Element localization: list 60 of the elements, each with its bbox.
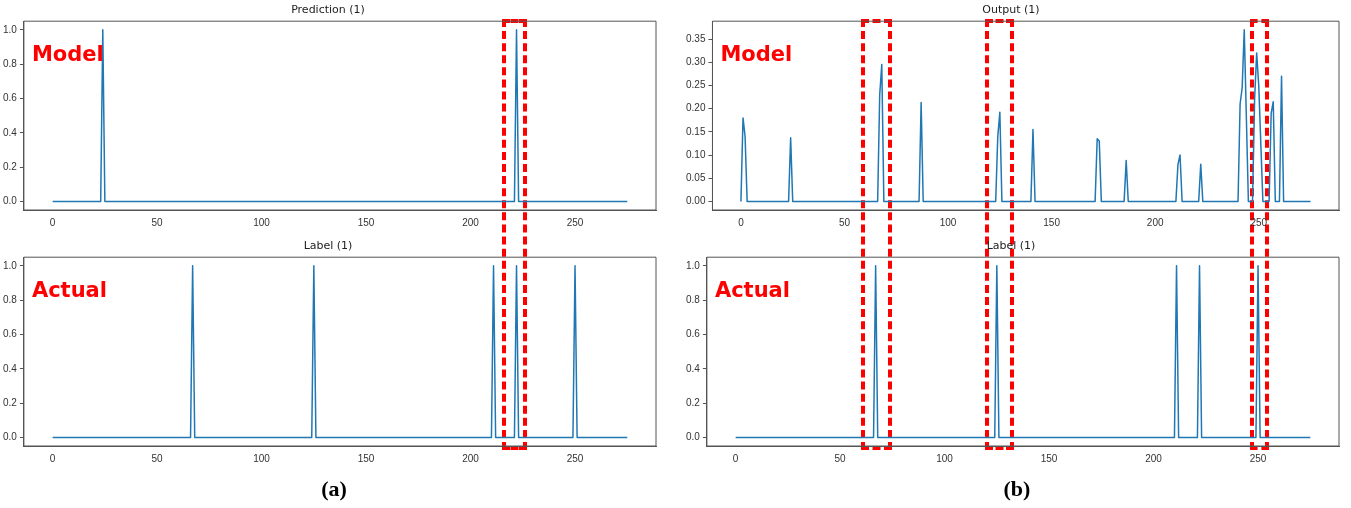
x-tick-label: 0 bbox=[49, 216, 56, 228]
x-tick-label: 150 bbox=[1040, 452, 1058, 464]
chart-title: Prediction (1) bbox=[291, 3, 365, 17]
annotation: Actual bbox=[31, 278, 107, 303]
x-tick-label: 100 bbox=[939, 216, 957, 228]
x-tick-label: 0 bbox=[49, 452, 56, 464]
x-tick-label: 250 bbox=[566, 452, 584, 464]
y-tick-label: 0.0 bbox=[686, 431, 701, 443]
x-tick-label: 200 bbox=[462, 452, 480, 464]
x-tick-label: 150 bbox=[1043, 216, 1061, 228]
x-tick-label: 100 bbox=[253, 452, 271, 464]
y-tick-label: 0.0 bbox=[3, 195, 18, 207]
y-tick-label: 0.15 bbox=[685, 125, 706, 137]
text: (a) bbox=[320, 476, 348, 502]
x-tick-label: 50 bbox=[151, 452, 164, 464]
x-tick-label: 250 bbox=[1249, 452, 1267, 464]
x-tick-label: 250 bbox=[566, 216, 584, 228]
chart-title: Label (1) bbox=[303, 239, 353, 253]
chart-title: Label (1) bbox=[986, 239, 1036, 253]
y-tick-label: 0.4 bbox=[3, 362, 18, 374]
chart-title: Output (1) bbox=[982, 3, 1040, 17]
text: (b) bbox=[1002, 476, 1032, 502]
y-tick-label: 0.8 bbox=[3, 293, 18, 305]
x-tick-label: 150 bbox=[357, 216, 375, 228]
annotation: Model bbox=[720, 42, 793, 67]
y-tick-label: 1.0 bbox=[3, 259, 18, 271]
y-tick-label: 0.0 bbox=[3, 431, 18, 443]
x-tick-label: 100 bbox=[253, 216, 271, 228]
y-tick-label: 0.30 bbox=[685, 56, 706, 67]
y-tick-label: 1.0 bbox=[686, 259, 701, 271]
x-tick-label: 200 bbox=[462, 216, 480, 228]
annotation: Actual bbox=[714, 278, 790, 303]
y-tick-label: 0.6 bbox=[3, 328, 18, 340]
y-tick-label: 0.4 bbox=[686, 362, 701, 374]
y-tick-label: 0.8 bbox=[3, 57, 18, 69]
y-tick-label: 0.05 bbox=[685, 171, 706, 183]
y-tick-label: 0.10 bbox=[685, 148, 706, 160]
x-tick-label: 100 bbox=[936, 452, 954, 464]
annotation: Model bbox=[31, 42, 104, 67]
x-tick-label: 250 bbox=[1250, 216, 1268, 228]
x-tick-label: 50 bbox=[838, 216, 851, 228]
y-tick-label: 0.8 bbox=[686, 293, 701, 305]
x-tick-label: 50 bbox=[151, 216, 164, 228]
y-tick-label: 0.6 bbox=[686, 328, 701, 340]
x-tick-label: 200 bbox=[1145, 452, 1163, 464]
y-tick-label: 0.2 bbox=[686, 396, 701, 408]
y-tick-label: 0.2 bbox=[3, 396, 18, 408]
x-tick-label: 0 bbox=[738, 216, 745, 228]
x-tick-label: 0 bbox=[732, 452, 739, 464]
y-tick-label: 0.4 bbox=[3, 126, 18, 138]
y-tick-label: 0.00 bbox=[685, 195, 706, 207]
x-tick-label: 50 bbox=[834, 452, 847, 464]
x-tick-label: 150 bbox=[357, 452, 375, 464]
y-tick-label: 0.2 bbox=[3, 160, 18, 172]
y-tick-label: 0.25 bbox=[685, 79, 706, 91]
x-tick-label: 200 bbox=[1146, 216, 1164, 228]
y-tick-label: 0.35 bbox=[685, 32, 706, 44]
y-tick-label: 0.6 bbox=[3, 92, 18, 104]
y-tick-label: 1.0 bbox=[3, 23, 18, 35]
y-tick-label: 0.20 bbox=[685, 102, 706, 114]
